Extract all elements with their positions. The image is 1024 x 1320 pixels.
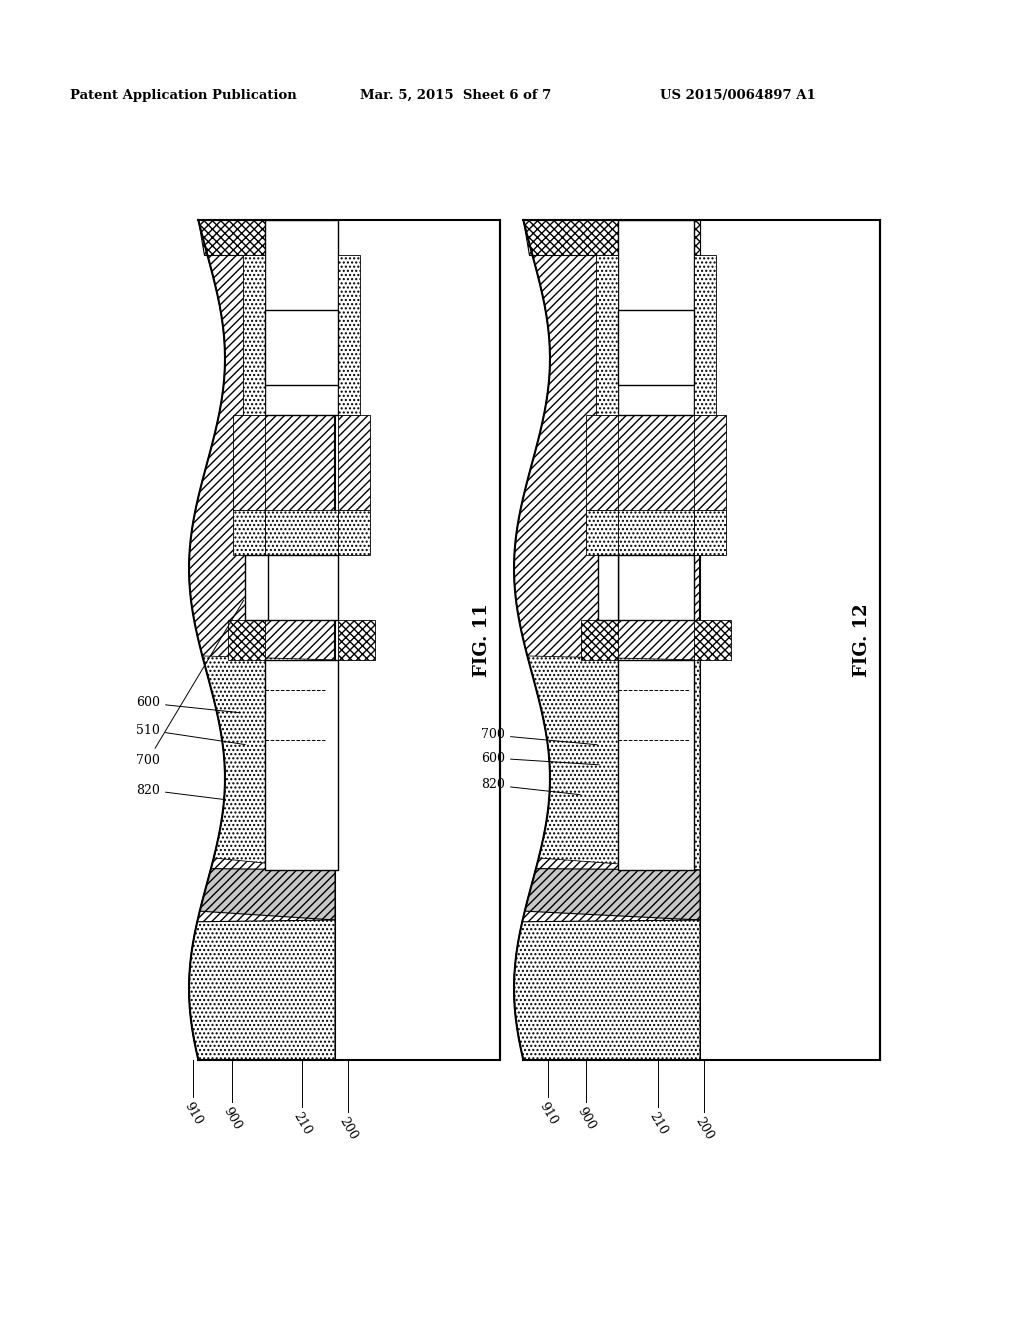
Bar <box>586 510 618 554</box>
Polygon shape <box>514 920 700 1060</box>
Polygon shape <box>694 414 726 510</box>
Bar <box>338 510 370 554</box>
Text: FIG. 11: FIG. 11 <box>473 603 490 677</box>
Bar <box>618 554 694 620</box>
Bar <box>338 620 375 660</box>
Polygon shape <box>200 869 335 920</box>
Bar <box>228 620 265 660</box>
Bar <box>338 255 360 414</box>
Text: 700: 700 <box>481 729 597 744</box>
Bar <box>265 554 338 620</box>
Bar <box>335 220 500 1060</box>
Text: 820: 820 <box>136 784 225 800</box>
Polygon shape <box>514 220 700 1060</box>
Text: Mar. 5, 2015  Sheet 6 of 7: Mar. 5, 2015 Sheet 6 of 7 <box>360 88 551 102</box>
Bar <box>265 510 338 554</box>
Polygon shape <box>524 869 700 920</box>
Text: 700: 700 <box>136 601 244 767</box>
Bar <box>694 510 726 554</box>
Bar <box>618 510 694 554</box>
Text: 600: 600 <box>481 751 599 764</box>
Polygon shape <box>233 414 265 510</box>
Polygon shape <box>189 220 335 1060</box>
Bar <box>694 620 731 660</box>
Bar <box>618 660 694 870</box>
Bar <box>460 220 700 1060</box>
Polygon shape <box>203 656 335 870</box>
Text: 600: 600 <box>136 697 241 713</box>
Bar <box>598 554 618 620</box>
Text: 910: 910 <box>537 1100 559 1127</box>
Bar <box>265 660 338 870</box>
Bar <box>245 554 268 620</box>
Bar <box>694 255 716 414</box>
Text: US 2015/0064897 A1: US 2015/0064897 A1 <box>660 88 816 102</box>
Text: 210: 210 <box>291 1110 313 1137</box>
Polygon shape <box>189 920 335 1060</box>
Text: 510: 510 <box>136 723 246 744</box>
Polygon shape <box>523 220 700 255</box>
Polygon shape <box>527 656 700 870</box>
Bar <box>618 220 694 414</box>
Bar <box>618 310 694 385</box>
Text: Patent Application Publication: Patent Application Publication <box>70 88 297 102</box>
Bar <box>265 310 338 385</box>
Polygon shape <box>586 414 618 510</box>
Bar <box>581 620 618 660</box>
Bar <box>135 220 335 1060</box>
Bar <box>233 510 265 554</box>
Bar <box>700 220 880 1060</box>
Bar <box>265 220 338 414</box>
Text: 210: 210 <box>646 1110 670 1137</box>
Text: 900: 900 <box>574 1105 598 1133</box>
Text: 900: 900 <box>220 1105 244 1133</box>
Polygon shape <box>199 220 335 255</box>
Bar <box>596 255 618 414</box>
Text: 200: 200 <box>692 1115 716 1142</box>
Bar <box>243 255 265 414</box>
Text: 820: 820 <box>481 779 581 795</box>
Polygon shape <box>338 414 370 510</box>
Text: 200: 200 <box>337 1115 359 1142</box>
Text: FIG. 12: FIG. 12 <box>853 603 871 677</box>
Text: 910: 910 <box>181 1100 205 1127</box>
